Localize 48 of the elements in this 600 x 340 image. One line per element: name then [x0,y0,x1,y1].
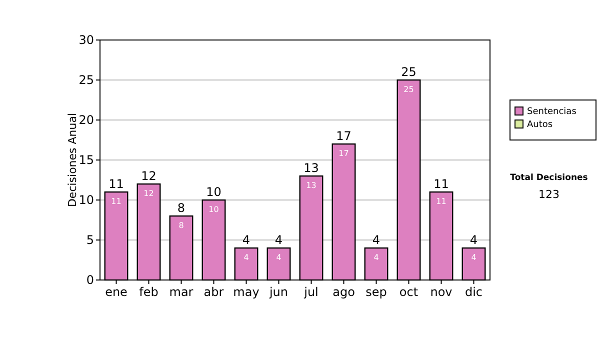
total-label: 12 [141,169,156,183]
total-label: 11 [108,177,124,191]
total-label: 11 [434,177,449,191]
total-label: 4 [470,233,478,247]
x-tick-label: feb [139,285,158,299]
y-axis-title: Decisiones Anual [66,112,79,208]
y-tick-label: 0 [86,273,94,288]
x-tick-label: dic [464,285,483,299]
total-label: 10 [206,185,222,199]
legend-label: Sentencias [527,107,577,118]
data-label: 12 [144,189,154,198]
y-tick-label: 20 [78,113,94,128]
total-label: 4 [372,233,380,247]
x-tick-label: jul [303,285,318,299]
data-label: 4 [244,253,249,262]
data-label: 25 [404,85,414,94]
x-tick-label: ene [105,285,128,299]
x-tick-label: abr [204,285,224,299]
data-label: 4 [276,253,282,262]
x-tick-label: may [233,285,260,299]
y-tick-label: 25 [78,73,94,88]
total-label: 25 [401,65,416,79]
x-tick-label: jun [268,285,288,299]
x-tick-label: oct [399,285,418,299]
x-tick-label: nov [430,285,452,299]
legend-label: Autos [527,120,553,130]
x-tick-label: mar [169,285,194,299]
data-label: 17 [338,149,349,158]
y-tick-label: 5 [86,233,94,248]
total-label: 13 [304,161,319,175]
y-tick-label: 10 [78,193,94,208]
x-tick-label: ago [332,285,355,299]
x-tick-label: sep [366,285,387,299]
data-label: 11 [111,197,122,206]
total-label: 4 [242,233,250,247]
text: 123 [538,188,560,201]
y-tick-label: 15 [78,153,94,168]
total-label: 17 [336,129,352,143]
data-label: 10 [208,205,219,214]
data-label: 4 [471,253,476,262]
total-label: 4 [274,233,283,247]
total-label: 8 [177,201,186,215]
y-tick-label: 30 [78,33,94,48]
data-label: 8 [178,221,184,230]
text: Total Decisiones [510,173,588,183]
data-label: 11 [436,197,446,206]
data-label: 4 [374,253,379,262]
data-label: 13 [306,181,316,190]
